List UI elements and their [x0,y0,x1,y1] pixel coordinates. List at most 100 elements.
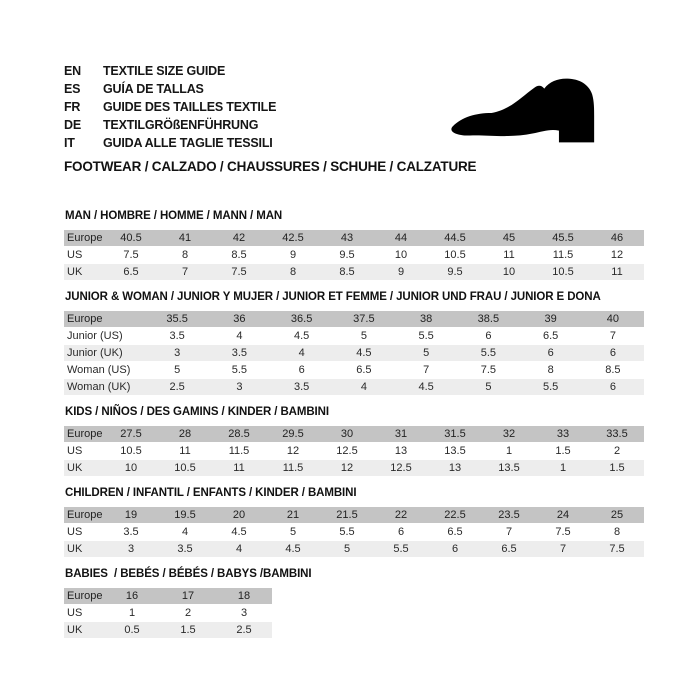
size-value-cell: 6.5 [332,361,395,379]
language-row: DE TEXTILGRÖßENFÜHRUNG [64,116,700,134]
size-value-cell: 7.5 [590,540,644,558]
size-value-cell: 3 [216,604,272,622]
size-value-cell: 6.5 [519,327,582,345]
size-value-cell: 11.5 [266,459,320,477]
language-code: ES [64,82,81,96]
size-value-cell: 11.5 [212,442,266,460]
size-value-cell: 10 [374,246,428,264]
size-value-cell: 4 [270,344,333,362]
size-row: Junior (UK) 3 3.5 4 4.5 5 5.5 6 6 [64,344,644,362]
size-value-cell: 5.5 [374,540,428,558]
size-value-cell: 4 [158,523,212,541]
size-value-cell: 7.5 [457,361,520,379]
size-value-cell: 5.5 [395,327,458,345]
size-value-cell: 2 [590,442,644,460]
size-value-cell: 3.5 [158,540,212,558]
size-value-cell: 45.5 [536,230,590,247]
size-value-cell: 12.5 [374,459,428,477]
language-label: GUIDE DES TAILLES TEXTILE [103,100,277,114]
size-value-cell: 25 [590,507,644,524]
size-value-cell: 13.5 [428,442,482,460]
language-list: EN TEXTILE SIZE GUIDE ES GUÍA DE TALLAS FR GU… [64,62,700,152]
size-value-cell: 20 [212,507,266,524]
size-row: UK 3 3.5 4 4.5 5 5.5 6 6.5 7 7.5 [64,540,644,558]
size-value-cell: 8 [590,523,644,541]
size-row: Woman (US) 5 5.5 6 6.5 7 7.5 8 8.5 [64,361,644,379]
size-table-block: BABIES / BEBÉS / BÉBÉS / BABYS /BAMBINI E… [64,568,700,639]
size-value-cell: 0.5 [104,621,160,639]
size-value-cell: 2 [160,604,216,622]
size-row: US 7.5 8 8.5 9 9.5 10 10.5 11 11.5 12 [64,246,644,264]
row-label-cell: UK [64,459,104,477]
size-value-cell: 5 [266,523,320,541]
size-value-cell: 6 [374,523,428,541]
size-value-cell: 31.5 [428,426,482,443]
size-value-cell: 37.5 [332,311,395,328]
size-value-cell: 33.5 [590,426,644,443]
size-value-cell: 7.5 [536,523,590,541]
size-value-cell: 1 [104,604,160,622]
row-label-cell: UK [64,263,104,281]
language-row: IT GUIDA ALLE TAGLIE TESSILI [64,134,700,152]
size-value-cell: 3.5 [270,378,333,396]
size-row: Junior (US) 3.5 4 4.5 5 5.5 6 6.5 7 [64,327,644,345]
size-value-cell: 3.5 [208,344,271,362]
size-value-cell: 46 [590,230,644,247]
row-label-cell: US [64,246,104,264]
size-value-cell: 23.5 [482,507,536,524]
size-value-cell: 6 [270,361,333,379]
size-value-cell: 10.5 [104,442,158,460]
size-table-title: CHILDREN / INFANTIL / ENFANTS / KINDER /… [65,487,357,499]
size-value-cell: 13 [374,442,428,460]
size-row: US 3.5 4 4.5 5 5.5 6 6.5 7 7.5 8 [64,523,644,541]
size-value-cell: 45 [482,230,536,247]
size-value-cell: 3 [104,540,158,558]
language-label: GUIDA ALLE TAGLIE TESSILI [103,136,273,150]
size-table-title: KIDS / NIÑOS / DES GAMINS / KINDER / BAM… [65,406,329,418]
row-label-cell: US [64,442,104,460]
size-value-cell: 1.5 [590,459,644,477]
size-value-cell: 11 [212,459,266,477]
language-code: IT [64,136,75,150]
size-value-cell: 10 [104,459,158,477]
size-value-cell: 8 [266,263,320,281]
size-table: Europe 16 17 18 US 1 2 3 UK 0.5 1.5 2.5 [64,588,272,639]
shoe-icon [446,70,623,158]
size-value-cell: 8.5 [320,263,374,281]
size-row-header: Europe 16 17 18 [64,588,272,605]
size-value-cell: 3.5 [146,327,209,345]
size-value-cell: 1 [482,442,536,460]
size-value-cell: 28.5 [212,426,266,443]
size-value-cell: 4 [208,327,271,345]
size-value-cell: 6.5 [482,540,536,558]
size-value-cell: 30 [320,426,374,443]
size-value-cell: 5 [332,327,395,345]
size-value-cell: 44 [374,230,428,247]
row-label-cell: Europe [64,311,146,328]
row-label-cell: Junior (US) [64,327,146,345]
language-code: FR [64,100,81,114]
language-code: EN [64,64,81,78]
size-value-cell: 38.5 [457,311,520,328]
row-label-cell: Junior (UK) [64,344,146,362]
size-value-cell: 7.5 [212,263,266,281]
language-row: ES GUÍA DE TALLAS [64,80,700,98]
row-label-cell: UK [64,621,104,639]
size-value-cell: 3 [208,378,271,396]
size-value-cell: 36.5 [270,311,333,328]
size-value-cell: 6 [581,378,644,396]
size-value-cell: 38 [395,311,458,328]
size-table-block: CHILDREN / INFANTIL / ENFANTS / KINDER /… [64,487,700,558]
size-value-cell: 35.5 [146,311,209,328]
size-value-cell: 12 [266,442,320,460]
size-table-title: JUNIOR & WOMAN / JUNIOR Y MUJER / JUNIOR… [65,291,601,303]
row-label-cell: Woman (US) [64,361,146,379]
size-value-cell: 9.5 [320,246,374,264]
size-value-cell: 6 [457,327,520,345]
size-row: US 10.5 11 11.5 12 12.5 13 13.5 1 1.5 2 [64,442,644,460]
language-label: GUÍA DE TALLAS [103,82,204,96]
size-value-cell: 5.5 [320,523,374,541]
row-label-cell: US [64,604,104,622]
size-value-cell: 22.5 [428,507,482,524]
size-value-cell: 42.5 [266,230,320,247]
